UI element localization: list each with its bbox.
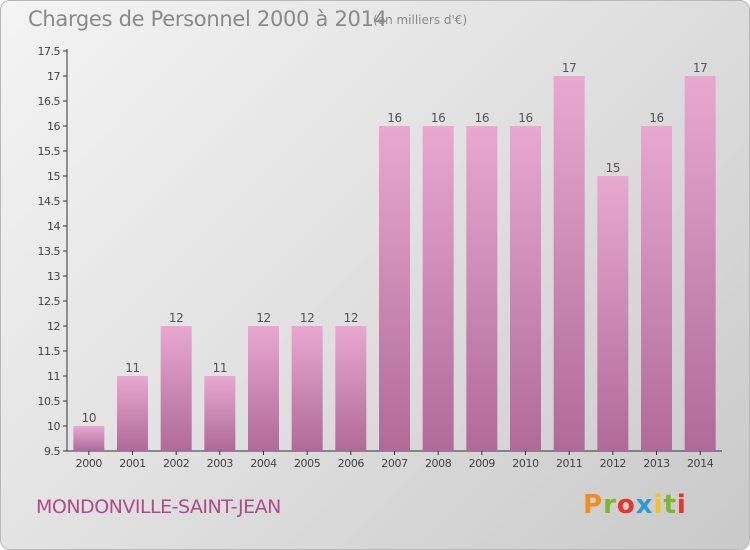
bar bbox=[641, 126, 672, 451]
data-label: 12 bbox=[256, 311, 270, 325]
logo-letter: i bbox=[653, 490, 664, 520]
x-tick-label: 2001 bbox=[119, 457, 145, 470]
x-tick-label: 2009 bbox=[469, 457, 496, 470]
y-tick-label: 16 bbox=[47, 120, 60, 133]
y-tick-label: 13 bbox=[47, 270, 60, 283]
x-tick-label: 2011 bbox=[556, 457, 582, 470]
y-tick-label: 17 bbox=[47, 70, 60, 83]
x-tick-label: 2005 bbox=[294, 457, 321, 470]
logo-letter: i bbox=[676, 490, 687, 520]
bar bbox=[204, 376, 236, 451]
bar bbox=[335, 326, 367, 451]
x-tick-label: 2000 bbox=[76, 457, 103, 470]
y-tick-label: 15 bbox=[47, 170, 60, 183]
x-tick-label: 2014 bbox=[687, 457, 714, 470]
x-tick-label: 2003 bbox=[207, 457, 234, 470]
x-tick-label: 2012 bbox=[600, 457, 626, 470]
chart-title: Charges de Personnel 2000 à 2014 bbox=[28, 7, 387, 31]
logo-letter: x bbox=[635, 490, 654, 520]
y-tick-label: 15.5 bbox=[38, 145, 61, 158]
x-tick-label: 2010 bbox=[512, 457, 539, 470]
logo-letter: t bbox=[663, 490, 677, 520]
x-tick-label: 2013 bbox=[643, 457, 670, 470]
proxiti-logo[interactable]: Proxiti bbox=[583, 490, 687, 520]
bar bbox=[466, 126, 498, 451]
data-label: 17 bbox=[693, 61, 707, 75]
data-label: 11 bbox=[125, 361, 139, 375]
bar bbox=[597, 176, 629, 451]
data-label: 12 bbox=[169, 311, 183, 325]
data-label: 12 bbox=[300, 311, 314, 325]
bar bbox=[510, 126, 541, 451]
bar bbox=[379, 126, 410, 451]
y-tick-label: 16.5 bbox=[38, 95, 61, 108]
data-label: 16 bbox=[431, 111, 445, 125]
x-tick-label: 2004 bbox=[250, 457, 277, 470]
y-tick-label: 11 bbox=[47, 370, 60, 383]
logo-letter: P bbox=[583, 490, 604, 520]
data-label: 11 bbox=[213, 361, 227, 375]
x-tick-label: 2008 bbox=[425, 457, 452, 470]
data-label: 16 bbox=[475, 111, 489, 125]
bar bbox=[291, 326, 323, 451]
bar bbox=[73, 426, 105, 451]
data-label: 15 bbox=[606, 161, 620, 175]
y-tick-label: 12 bbox=[47, 320, 60, 333]
bar bbox=[684, 76, 716, 451]
logo-letter: r bbox=[603, 490, 617, 520]
bar bbox=[160, 326, 192, 451]
y-tick-label: 12.5 bbox=[38, 295, 61, 308]
y-tick-label: 11.5 bbox=[38, 345, 61, 358]
x-tick-label: 2006 bbox=[338, 457, 365, 470]
data-label: 16 bbox=[387, 111, 401, 125]
bar bbox=[422, 126, 454, 451]
y-tick-label: 14.5 bbox=[38, 195, 61, 208]
data-label: 17 bbox=[562, 61, 576, 75]
y-tick-label: 10 bbox=[47, 420, 60, 433]
data-label: 16 bbox=[649, 111, 663, 125]
data-label: 12 bbox=[344, 311, 358, 325]
logo-letter: o bbox=[616, 490, 636, 520]
commune-name: MONDONVILLE-SAINT-JEAN bbox=[36, 496, 281, 518]
y-tick-label: 13.5 bbox=[38, 245, 61, 258]
y-tick-label: 17.5 bbox=[38, 45, 61, 58]
data-label: 10 bbox=[82, 411, 96, 425]
y-tick-label: 14 bbox=[47, 220, 60, 233]
y-tick-label: 10.5 bbox=[38, 395, 61, 408]
x-tick-label: 2007 bbox=[381, 457, 408, 470]
bar bbox=[553, 76, 585, 451]
data-label: 16 bbox=[518, 111, 532, 125]
bar bbox=[117, 376, 148, 451]
bar bbox=[248, 326, 279, 451]
x-tick-label: 2002 bbox=[163, 457, 189, 470]
chart-unit: (en milliers d'€) bbox=[373, 13, 468, 27]
y-tick-label: 9.5 bbox=[44, 445, 60, 458]
